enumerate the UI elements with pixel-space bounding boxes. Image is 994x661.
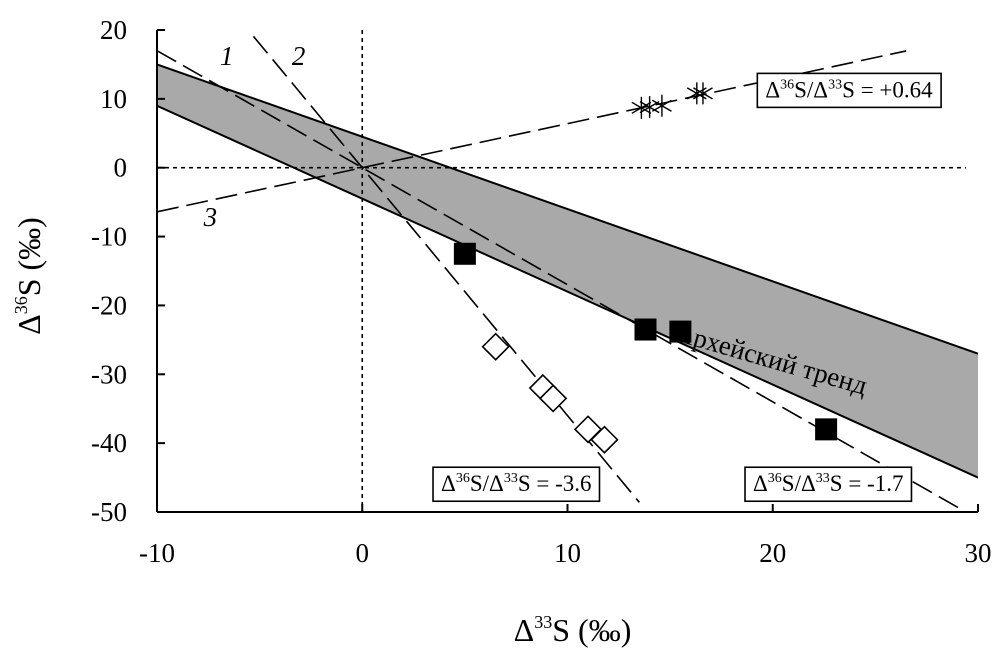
asterisk-point	[693, 82, 713, 105]
slope-annotation-text: Δ36S/Δ33S = -1.7	[753, 471, 903, 496]
y-tick-label: -30	[91, 359, 127, 389]
y-tick-label: 0	[114, 153, 128, 183]
square-point	[453, 242, 476, 265]
data-marks	[453, 82, 838, 454]
square-point	[669, 320, 692, 343]
slope-annotation: Δ36S/Δ33S = -1.7	[744, 466, 913, 503]
asterisk-point	[651, 94, 672, 117]
y-tick-label: 20	[100, 15, 127, 45]
slope-annotation-box	[756, 72, 942, 109]
slope-annotation-text: Δ36S/Δ33S = +0.64	[765, 77, 933, 102]
slope-annotation: Δ36S/Δ33S = +0.64	[756, 72, 942, 109]
x-tick-label: 10	[554, 538, 581, 568]
square-point	[815, 418, 838, 441]
x-axis-title: Δ33S (‰)	[514, 612, 632, 648]
line-number-label: 2	[292, 41, 306, 71]
x-tick-label: 0	[356, 538, 370, 568]
fit-line-1	[157, 49, 968, 512]
fit-line-2	[252, 35, 640, 503]
diamond-point	[481, 332, 510, 361]
y-tick-label: -20	[91, 290, 127, 320]
x-tick-label: -10	[139, 538, 175, 568]
y-tick-label: -40	[91, 428, 127, 458]
diamond-point	[539, 384, 568, 413]
diamond-point	[590, 425, 619, 454]
square-point	[634, 318, 657, 341]
axes: -10 0 10 20 30 20 10 0 -10 -20 -30 -40 -50 Δ33S (‰) Δ3…	[11, 15, 992, 648]
clipped-plot	[157, 30, 978, 512]
y-axis-title: Δ36S (‰)	[11, 217, 47, 335]
asterisk-point	[631, 96, 652, 119]
y-tick-label: 10	[100, 84, 127, 114]
x-tick-label: 30	[965, 538, 992, 568]
slope-annotation-box	[744, 466, 913, 503]
slope-annotation: Δ36S/Δ33S = -3.6	[432, 466, 601, 503]
archean-band-upper-line	[157, 63, 978, 355]
y-tick-label: -50	[91, 497, 127, 527]
line-number-label: 3	[203, 202, 218, 232]
slope-annotation-box	[432, 466, 601, 503]
x-tick-label: 20	[759, 538, 786, 568]
slope-annotation-text: Δ36S/Δ33S = -3.6	[441, 471, 591, 496]
line-number-label: 1	[220, 41, 234, 71]
asterisk-point	[639, 96, 660, 119]
plot-area	[157, 30, 978, 512]
archean-band-lower-line	[157, 104, 978, 479]
y-tick-label: -10	[91, 222, 127, 252]
